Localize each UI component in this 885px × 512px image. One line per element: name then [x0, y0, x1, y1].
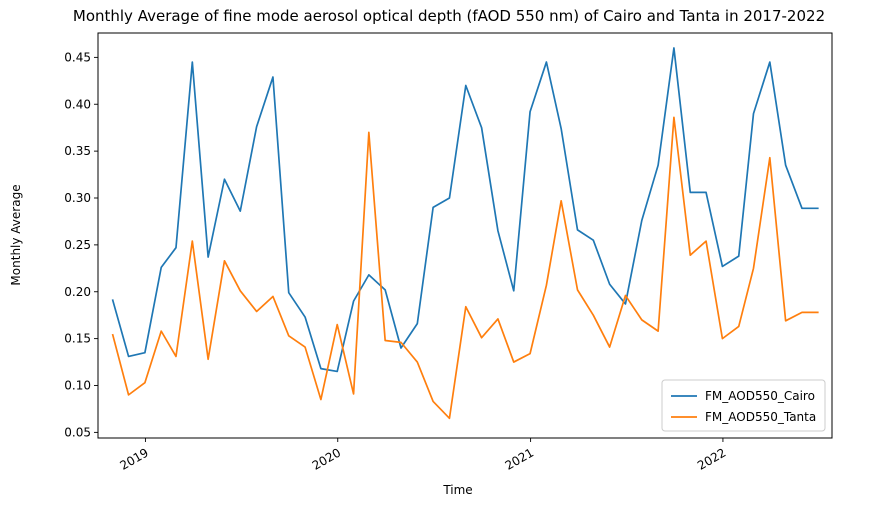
x-axis-label: Time — [442, 483, 472, 497]
x-tick-label: 2019 — [117, 445, 150, 472]
chart-title: Monthly Average of fine mode aerosol opt… — [73, 7, 825, 25]
y-tick-label: 0.10 — [64, 379, 91, 393]
y-tick-label: 0.45 — [64, 50, 91, 64]
y-tick-label: 0.40 — [64, 97, 91, 111]
series-layer — [111, 47, 819, 420]
x-axis: 2019 2020 2021 2022 — [117, 438, 728, 473]
legend-label-tanta: FM_AOD550_Tanta — [705, 410, 816, 424]
legend: FM_AOD550_Cairo FM_AOD550_Tanta — [661, 379, 826, 432]
x-tick-label: 2021 — [503, 445, 536, 472]
y-tick-label: 0.35 — [64, 144, 91, 158]
y-axis-label: Monthly Average — [9, 184, 23, 285]
y-tick-label: 0.15 — [64, 332, 91, 346]
legend-box — [661, 379, 826, 432]
y-tick-label: 0.20 — [64, 285, 91, 299]
legend-label-cairo: FM_AOD550_Cairo — [705, 389, 815, 403]
plot-frame — [97, 32, 833, 439]
y-axis: 0.05 0.10 0.15 0.20 0.25 0.30 0.35 0.40 0.45 — [64, 50, 98, 439]
y-tick-label: 0.05 — [64, 425, 91, 439]
x-tick-label: 2020 — [310, 445, 343, 472]
x-tick-label: 2022 — [695, 445, 728, 472]
series-line-fm-aod550-cairo — [111, 47, 819, 373]
y-tick-label: 0.30 — [64, 191, 91, 205]
y-tick-label: 0.25 — [64, 238, 91, 252]
series-line-fm-aod550-tanta — [111, 116, 819, 420]
